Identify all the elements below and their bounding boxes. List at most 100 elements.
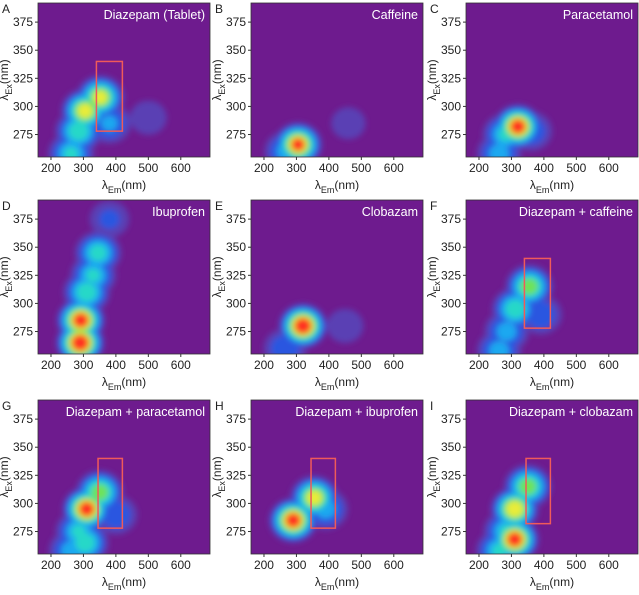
x-tick-label: 600 <box>171 358 191 372</box>
x-axis-label: λEm(nm) <box>315 375 359 392</box>
contour-peak <box>294 317 312 334</box>
x-tick-label: 500 <box>138 558 158 572</box>
contour-peak <box>306 490 322 505</box>
label-sub: Ex <box>432 481 442 492</box>
x-tick-label: 500 <box>351 558 371 572</box>
label-sub: Em <box>321 582 335 592</box>
panel: 200 300 400 500 600 275 300 325 350 375 I Diazepam … <box>425 399 639 592</box>
x-axis-label: λEm(nm) <box>530 375 574 392</box>
label-unit: (nm) <box>0 59 11 84</box>
y-tick-label: 375 <box>226 412 246 426</box>
x-tick-label: 200 <box>469 358 489 372</box>
x-tick-label: 600 <box>171 558 191 572</box>
label-symbol: λ <box>315 375 321 389</box>
x-tick-label: 300 <box>73 358 93 372</box>
y-axis-label: λEx(nm) <box>425 59 442 100</box>
label-sub: Ex <box>432 281 442 292</box>
x-tick-label: 200 <box>41 558 61 572</box>
panel-label: I <box>430 399 433 413</box>
y-tick-label: 350 <box>13 43 33 57</box>
contours <box>268 475 348 543</box>
y-tick-label: 300 <box>226 99 246 113</box>
label-symbol: λ <box>315 178 321 192</box>
label-sub: Ex <box>4 84 14 95</box>
x-tick-label: 300 <box>73 161 93 175</box>
y-tick-label: 325 <box>226 71 246 85</box>
x-axis-label: λEm(nm) <box>102 178 146 195</box>
y-tick-label: 375 <box>226 212 246 226</box>
label-symbol: λ <box>102 178 108 192</box>
label-symbol: λ <box>0 95 11 101</box>
y-tick-label: 350 <box>13 440 33 454</box>
x-tick-label: 300 <box>501 558 521 572</box>
label-symbol: λ <box>530 178 536 192</box>
y-tick-label: 300 <box>13 496 33 510</box>
panel-label: H <box>215 399 224 413</box>
plot-frame <box>37 2 211 158</box>
label-unit: (nm) <box>210 256 224 281</box>
y-tick-label: 300 <box>441 99 461 113</box>
label-sub: Ex <box>4 481 14 492</box>
y-tick-label: 375 <box>441 15 461 29</box>
label-symbol: λ <box>425 95 439 101</box>
x-tick-label: 300 <box>286 558 306 572</box>
y-tick-label: 325 <box>441 71 461 85</box>
plot-frame <box>250 2 424 158</box>
x-tick-label: 200 <box>41 358 61 372</box>
y-tick-label: 275 <box>13 128 33 142</box>
y-axis-label: λEx(nm) <box>425 456 442 497</box>
label-sub: Em <box>536 185 550 195</box>
x-tick-label: 500 <box>566 358 586 372</box>
contours <box>476 104 553 157</box>
x-tick-label: 500 <box>566 161 586 175</box>
panel-title: Ibuprofen <box>152 205 205 219</box>
y-tick-label: 375 <box>13 15 33 29</box>
highlight-box <box>310 457 337 529</box>
label-unit: (nm) <box>210 59 224 84</box>
x-tick-label: 200 <box>41 161 61 175</box>
label-sub: Em <box>108 582 122 592</box>
y-axis-label: λEx(nm) <box>210 456 227 497</box>
label-sub: Ex <box>217 84 227 95</box>
plot-frame <box>37 199 211 355</box>
label-unit: (nm) <box>334 178 359 192</box>
y-tick-label: 375 <box>13 212 33 226</box>
label-symbol: λ <box>315 575 321 589</box>
y-tick-label: 275 <box>441 128 461 142</box>
contour-peak <box>489 144 510 157</box>
label-sub: Em <box>321 382 335 392</box>
y-axis-label: λEx(nm) <box>0 59 14 100</box>
x-axis-label: λEm(nm) <box>102 375 146 392</box>
contour-peak <box>77 103 93 119</box>
x-tick-label: 600 <box>384 358 404 372</box>
y-tick-label: 275 <box>441 325 461 339</box>
contours <box>476 464 552 554</box>
y-tick-label: 375 <box>13 412 33 426</box>
contours <box>48 75 167 157</box>
label-sub: Em <box>536 382 550 392</box>
contour-peak <box>99 209 120 229</box>
contour-peak <box>89 244 107 261</box>
x-tick-label: 400 <box>319 161 339 175</box>
contour-peak <box>76 282 97 302</box>
panel-label: G <box>2 399 11 413</box>
x-tick-label: 300 <box>286 358 306 372</box>
contour-peak <box>496 322 517 341</box>
panel-title: Caffeine <box>372 8 418 22</box>
y-tick-label: 325 <box>13 468 33 482</box>
x-tick-label: 300 <box>73 558 93 572</box>
plot-frame <box>465 199 639 355</box>
x-axis-label: λEm(nm) <box>102 575 146 592</box>
contour-peak <box>64 146 79 157</box>
y-tick-label: 275 <box>441 525 461 539</box>
label-unit: (nm) <box>121 575 146 589</box>
panel-label: B <box>215 2 223 16</box>
panel-title: Diazepam + clobazam <box>509 405 633 419</box>
contour-peak <box>79 501 95 517</box>
